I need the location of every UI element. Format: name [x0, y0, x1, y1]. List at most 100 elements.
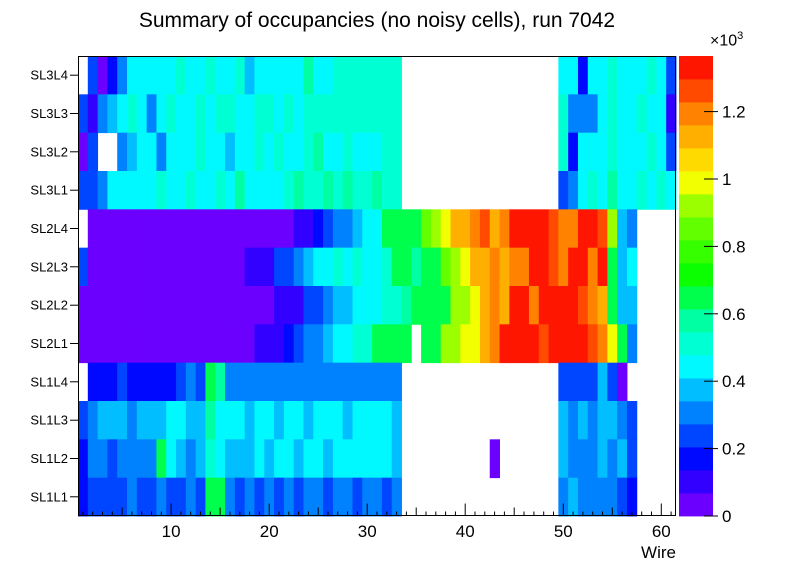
heatmap-cell — [136, 171, 148, 210]
heatmap-cell — [185, 209, 197, 249]
heatmap-cell — [617, 94, 628, 134]
heatmap-cell — [528, 286, 540, 325]
heatmap-cell — [234, 362, 246, 402]
heatmap-cell — [558, 94, 569, 134]
heatmap-cell — [136, 209, 148, 249]
heatmap-cell — [587, 247, 599, 287]
heatmap-cell — [87, 286, 99, 325]
colorbar-band — [679, 102, 713, 126]
heatmap-cell — [244, 324, 255, 364]
heatmap-cell — [332, 132, 344, 172]
heatmap-cell — [577, 209, 589, 249]
heatmap-cell — [577, 247, 589, 287]
heatmap-cell — [440, 247, 451, 287]
heatmap-cell — [577, 401, 589, 440]
x-tick-label: 60 — [652, 522, 671, 541]
heatmap-cell — [293, 56, 304, 95]
heatmap-cell — [166, 401, 177, 440]
heatmap-cell — [617, 56, 628, 95]
heatmap-cell — [421, 209, 432, 249]
heatmap-cell — [342, 439, 353, 479]
heatmap-cell — [176, 56, 187, 95]
heatmap-cell — [136, 324, 148, 364]
heatmap-cell — [264, 324, 275, 364]
heatmap-cell — [332, 362, 344, 402]
heatmap-cell — [87, 477, 99, 517]
heatmap-cell — [519, 247, 530, 287]
heatmap-cell — [225, 94, 236, 134]
heatmap-cell — [234, 286, 246, 325]
heatmap-cell — [323, 56, 334, 95]
heatmap-cell — [440, 209, 451, 249]
heatmap-cell — [381, 171, 393, 210]
heatmap-cell — [244, 209, 255, 249]
heatmap-cell — [332, 477, 344, 517]
heatmap-cell — [470, 324, 481, 364]
heatmap-cell — [558, 209, 569, 249]
heatmap-cell — [372, 94, 383, 134]
heatmap-cell — [244, 477, 255, 517]
y-axis-label: SL2L3 — [30, 259, 68, 274]
heatmap-cell — [587, 362, 599, 402]
colorbar-band — [679, 171, 713, 195]
heatmap-cell — [264, 477, 275, 517]
heatmap-cell — [244, 171, 255, 210]
heatmap-cell — [607, 401, 618, 440]
heatmap-cell — [391, 362, 402, 402]
heatmap-cell — [117, 209, 128, 249]
heatmap-cell — [127, 56, 138, 95]
heatmap-cell — [352, 209, 363, 249]
heatmap-cell — [568, 286, 579, 325]
heatmap-cell — [577, 477, 589, 517]
heatmap-cell — [587, 439, 599, 479]
heatmap-cell — [264, 286, 275, 325]
heatmap-cell — [666, 56, 677, 95]
heatmap-cell — [372, 132, 383, 172]
heatmap-cell — [264, 171, 275, 210]
colorbar-tick-label: 0.4 — [722, 372, 746, 391]
heatmap-cell — [234, 132, 246, 172]
heatmap-cell — [342, 209, 353, 249]
heatmap-cell — [283, 132, 295, 172]
heatmap-cell — [303, 401, 314, 440]
heatmap-cell — [352, 362, 363, 402]
scale-exponent: 3 — [737, 30, 744, 42]
heatmap-cell — [558, 132, 569, 172]
x-tick-label: 40 — [456, 522, 475, 541]
heatmap-cell — [626, 286, 638, 325]
heatmap-cell — [568, 362, 579, 402]
heatmap-cell — [430, 286, 442, 325]
y-axis-label: SL1L4 — [30, 374, 68, 389]
heatmap-cell — [264, 94, 275, 134]
heatmap-cell — [548, 209, 559, 249]
heatmap-cell — [176, 401, 187, 440]
heatmap-cell — [274, 286, 285, 325]
heatmap-cell — [205, 362, 216, 402]
heatmap-cell — [234, 477, 246, 517]
heatmap-cell — [176, 94, 187, 134]
heatmap-cell — [303, 171, 314, 210]
heatmap-cell — [303, 286, 314, 325]
heatmap-cell — [293, 94, 304, 134]
heatmap-cell — [97, 171, 108, 210]
heatmap-cell — [254, 401, 265, 440]
heatmap-cell — [166, 286, 177, 325]
heatmap-cell — [352, 94, 363, 134]
heatmap-cell — [313, 401, 324, 440]
heatmap-cell — [127, 132, 138, 172]
heatmap-cell — [352, 171, 363, 210]
heatmap-cell — [166, 362, 177, 402]
heatmap-cell — [156, 401, 167, 440]
heatmap-cell — [313, 477, 324, 517]
heatmap-cell — [225, 286, 236, 325]
heatmap-cell — [323, 132, 334, 172]
heatmap-cell — [607, 362, 618, 402]
heatmap-cell — [558, 247, 569, 287]
heatmap-cell — [234, 171, 246, 210]
heatmap-cell — [479, 209, 491, 249]
heatmap-cell — [185, 56, 197, 95]
colorbar-band — [679, 194, 713, 218]
heatmap-cell — [303, 439, 314, 479]
heatmap-cell — [362, 209, 373, 249]
heatmap-cell — [342, 286, 353, 325]
